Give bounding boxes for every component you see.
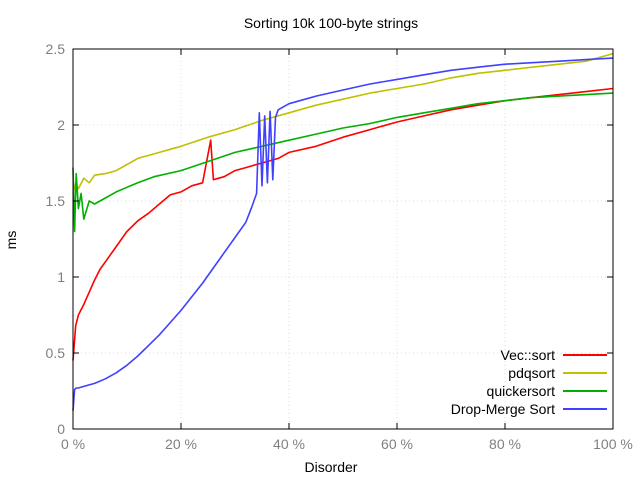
x-tick-label: 40 % <box>273 436 305 452</box>
legend-label-pdqsort: pdqsort <box>508 365 555 381</box>
y-tick-labels: 0 0.5 1 1.5 2 2.5 <box>46 41 66 437</box>
series-line-pdqsort <box>72 52 614 194</box>
series-line-drop-merge-sort <box>72 57 614 411</box>
x-tick-label: 100 % <box>593 436 633 452</box>
y-tick-label: 2 <box>57 117 65 133</box>
y-tick-label: 2.5 <box>46 41 66 57</box>
x-tick-label: 80 % <box>489 436 521 452</box>
y-tick-label: 0 <box>57 421 65 437</box>
legend-label-quickersort: quickersort <box>487 383 556 399</box>
y-tick-label: 1.5 <box>46 193 66 209</box>
y-axis-label: ms <box>3 231 19 250</box>
legend-label-drop-merge-sort: Drop-Merge Sort <box>451 401 555 417</box>
series-line-quickersort <box>72 92 614 233</box>
x-tick-label: 20 % <box>165 436 197 452</box>
chart-title: Sorting 10k 100-byte strings <box>244 15 418 31</box>
series-lines <box>72 52 614 411</box>
axis-ticks <box>72 48 614 430</box>
y-tick-label: 1 <box>57 269 65 285</box>
legend-label-vec-sort: Vec::sort <box>501 347 556 363</box>
x-tick-label: 0 % <box>61 436 85 452</box>
plot-frame <box>72 48 614 430</box>
x-tick-labels: 0 % 20 % 40 % 60 % 80 % 100 % <box>61 436 633 452</box>
series-line-vec-sort <box>72 87 614 361</box>
y-tick-label: 0.5 <box>46 345 66 361</box>
x-axis-label: Disorder <box>305 459 358 475</box>
x-tick-label: 60 % <box>381 436 413 452</box>
grid-lines <box>73 49 613 429</box>
